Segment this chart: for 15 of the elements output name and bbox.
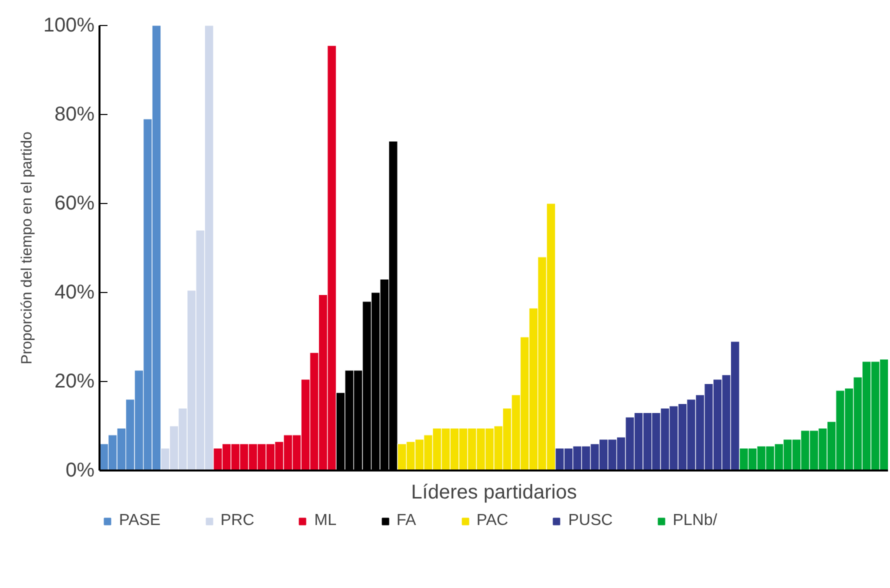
y-axis-title: Proporción del tiempo en el partido (18, 132, 36, 364)
y-tick-label: 60% (54, 192, 95, 214)
y-tick-label: 100% (43, 14, 95, 36)
legend-label: PASE (119, 512, 160, 530)
legend-label: PAC (476, 512, 508, 530)
legend-label: PLNb/ (672, 512, 718, 530)
y-tick-label: 80% (54, 104, 95, 126)
legend-label: FA (396, 512, 417, 530)
legend-label: PUSC (568, 512, 613, 530)
y-tick-label: 20% (54, 370, 95, 392)
y-tick-label: 0% (66, 460, 95, 482)
y-tick-label: 40% (54, 282, 95, 304)
legend-label: ML (314, 512, 337, 530)
x-axis-title: Líderes partidarios (411, 482, 577, 504)
legend-label: PRC (220, 512, 254, 530)
